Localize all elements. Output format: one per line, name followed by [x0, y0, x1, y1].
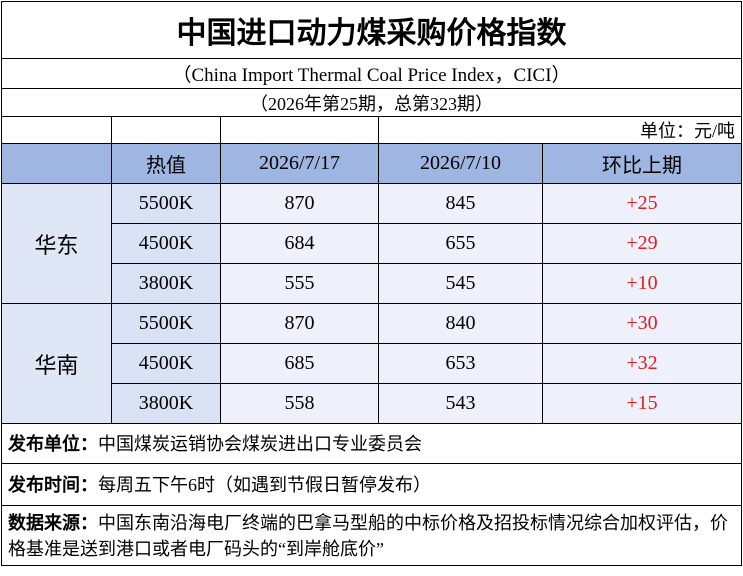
heat-value: 4500K [111, 223, 221, 264]
footer-text: 每周五下午6时（如遇到节假日暂停发布） [98, 474, 431, 495]
heat-value: 3800K [111, 263, 221, 304]
data-row: 3800K 558 543 +15 [2, 383, 743, 424]
empty-cell [1, 116, 112, 144]
heat-value: 3800K [111, 383, 221, 424]
price: 545 [378, 263, 543, 304]
footer-label: 发布单位： [8, 433, 98, 454]
region: 华南 [1, 303, 112, 424]
price: 685 [220, 343, 379, 384]
price: 840 [378, 303, 543, 344]
footer-label: 数据来源： [8, 512, 98, 533]
price: 653 [378, 343, 543, 384]
footer-cell: 数据来源：中国东南沿海电厂终端的巴拿马型船的中标价格及招投标情况综合加权评估，价… [0, 505, 743, 566]
price: 655 [378, 223, 543, 264]
footer-row: 发布时间：每周五下午6时（如遇到节假日暂停发布） [0, 463, 743, 506]
unit-row: 单位：元/吨 [1, 116, 743, 144]
header-row: 热值 2026/7/17 2026/7/10 环比上期 [1, 143, 743, 184]
column-header: 环比上期 [541, 143, 743, 184]
change: +25 [541, 183, 743, 224]
column-header: 热值 [111, 143, 221, 184]
change: +29 [541, 223, 743, 264]
footer-row: 发布单位：中国煤炭运销协会煤炭进出口专业委员会 [0, 423, 743, 464]
heat-value: 5500K [111, 303, 221, 344]
change: +15 [541, 383, 743, 424]
footer-text: 中国煤炭运销协会煤炭进出口专业委员会 [98, 433, 422, 454]
data-row: 华东 5500K 870 845 +25 [1, 183, 743, 304]
empty-cell [111, 116, 221, 144]
region: 华东 [1, 183, 112, 304]
footer-cell: 发布时间：每周五下午6时（如遇到节假日暂停发布） [0, 463, 743, 506]
price: 558 [220, 383, 379, 424]
change: +10 [541, 263, 743, 304]
footer-label: 发布时间： [8, 474, 98, 495]
heat-value: 4500K [111, 343, 221, 384]
price: 870 [220, 183, 379, 224]
subtitle-row: （China Import Thermal Coal Price Index，C… [0, 58, 743, 89]
title-row: 中国进口动力煤采购价格指数 [0, 1, 743, 59]
empty-cell [220, 116, 379, 144]
price: 543 [378, 383, 543, 424]
issue: （2026年第25期，总第323期） [0, 88, 743, 117]
issue-row: （2026年第25期，总第323期） [0, 88, 743, 117]
price: 555 [220, 263, 379, 304]
price: 845 [378, 183, 543, 224]
data-row: 华南 5500K 870 840 +30 [1, 303, 743, 424]
column-header: 2026/7/17 [220, 143, 379, 184]
price: 684 [220, 223, 379, 264]
column-header: 2026/7/10 [378, 143, 543, 184]
change: +32 [541, 343, 743, 384]
footer-row: 数据来源：中国东南沿海电厂终端的巴拿马型船的中标价格及招投标情况综合加权评估，价… [0, 505, 743, 566]
footer-cell: 发布单位：中国煤炭运销协会煤炭进出口专业委员会 [0, 423, 743, 464]
data-row: 3800K 555 545 +10 [2, 263, 743, 304]
subtitle: （China Import Thermal Coal Price Index，C… [0, 58, 743, 89]
title: 中国进口动力煤采购价格指数 [0, 1, 743, 59]
data-row: 4500K 685 653 +32 [2, 343, 743, 384]
empty-cell [1, 143, 112, 184]
data-row: 4500K 684 655 +29 [2, 223, 743, 264]
price: 870 [220, 303, 379, 344]
footer-text: 中国东南沿海电厂终端的巴拿马型船的中标价格及招投标情况综合加权评估，价格基准是送… [8, 512, 728, 559]
change: +30 [541, 303, 743, 344]
heat-value: 5500K [111, 183, 221, 224]
unit: 单位：元/吨 [377, 116, 743, 144]
